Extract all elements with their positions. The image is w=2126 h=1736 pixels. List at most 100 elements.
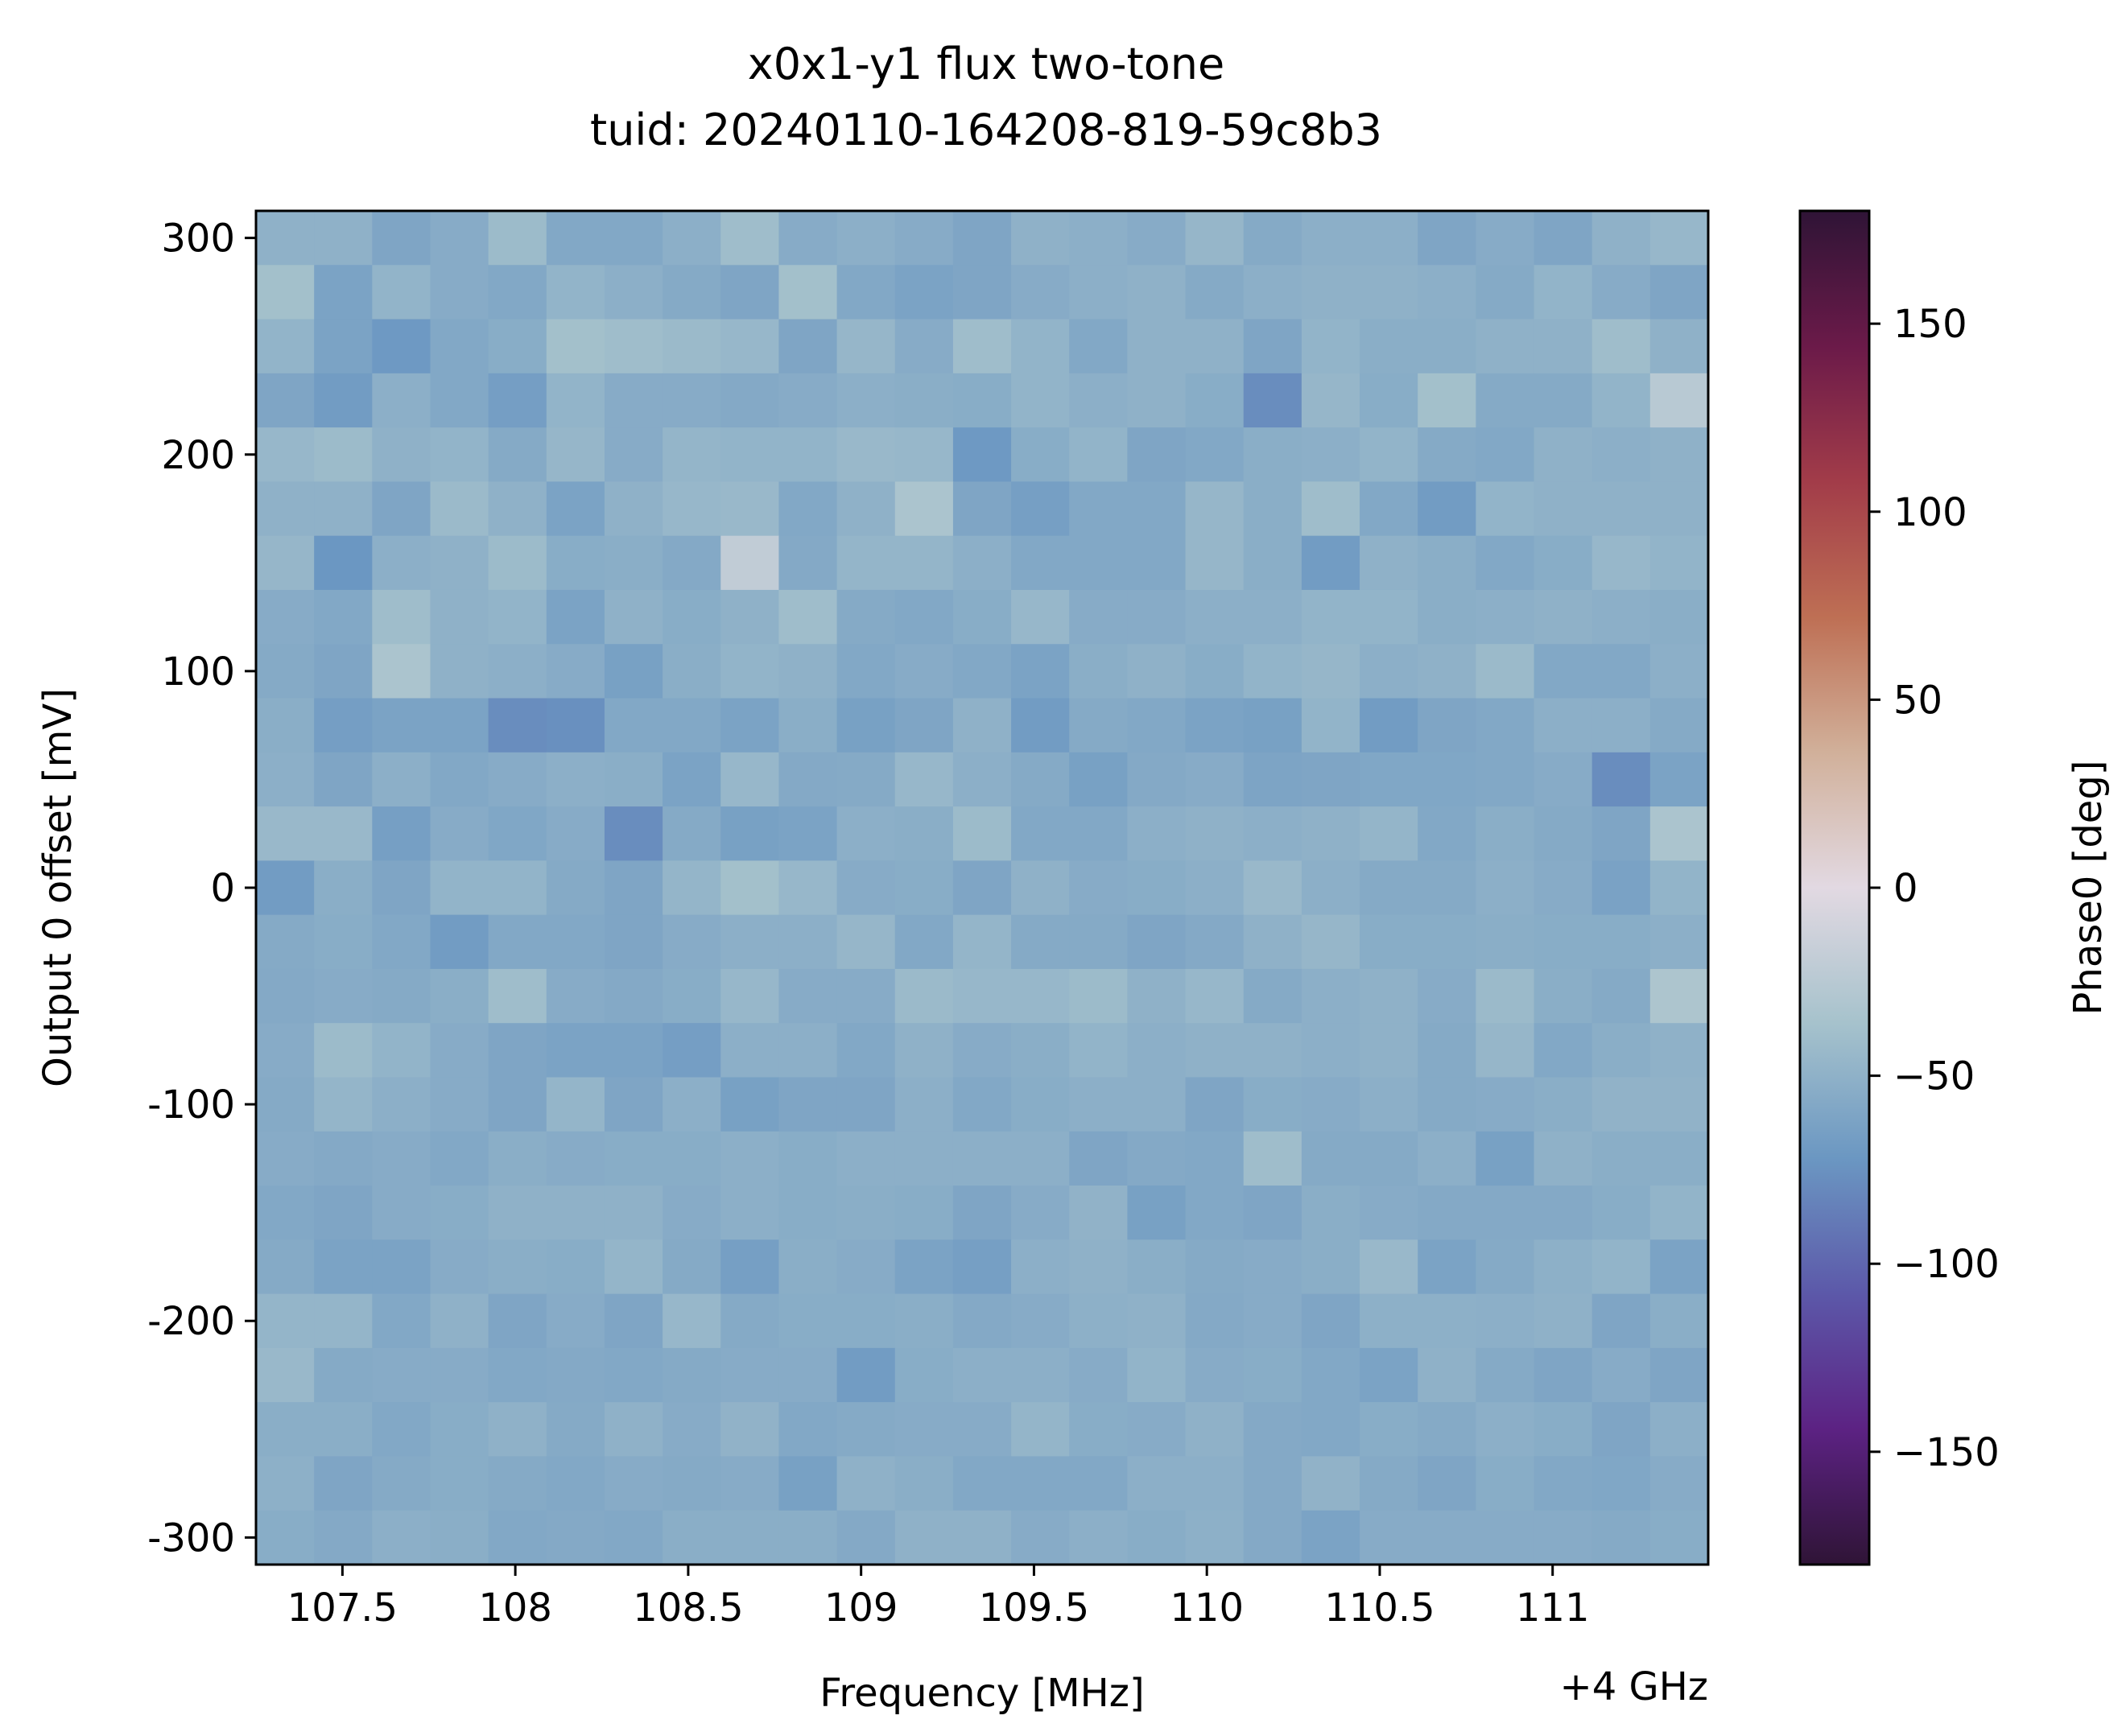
heatmap-cell [256,211,315,266]
heatmap-cell [1534,535,1593,591]
heatmap-cell [1534,698,1593,753]
heatmap-cell [1185,535,1245,591]
x-axis-label: Frequency [MHz] [819,1671,1144,1716]
heatmap-cell [952,698,1012,753]
heatmap-cell [1301,806,1360,861]
heatmap-cell [1011,1186,1070,1240]
heatmap-cell [1649,1023,1709,1078]
heatmap-cell [1418,265,1476,320]
heatmap-cell [663,373,721,428]
heatmap-cell [778,265,838,320]
heatmap-cell [1243,1347,1302,1403]
heatmap-cell [836,589,896,645]
heatmap-cell [894,1186,954,1240]
heatmap-cell [1069,752,1128,807]
heatmap-cell [1360,1293,1418,1349]
x-axis-offset-label: +4 GHz [1560,1664,1709,1709]
heatmap-cell [1418,1186,1476,1240]
heatmap-cell [1591,1293,1651,1349]
heatmap-cell [952,1456,1012,1511]
heatmap-cell [1591,1077,1651,1132]
heatmap-cell [372,914,431,970]
heatmap-cell [604,427,663,482]
heatmap-cell [952,211,1012,266]
heatmap-cell [720,752,780,807]
heatmap-cell [604,806,663,861]
heatmap-cell [1534,1023,1593,1078]
heatmap-cell [256,427,315,482]
heatmap-cell [314,1510,373,1565]
heatmap-cell [1127,698,1187,753]
chart-title: x0x1-y1 flux two-tone [748,39,1225,89]
heatmap-cell [720,211,780,266]
heatmap-cell [1185,265,1245,320]
heatmap-cell [1591,644,1651,699]
heatmap-cell [1591,806,1651,861]
heatmap-cell [1069,1131,1128,1186]
heatmap-cell [778,319,838,374]
heatmap-cell [1069,427,1128,482]
heatmap-cell [894,211,954,266]
heatmap-cell [1185,1402,1245,1458]
heatmap-cell [256,319,315,374]
heatmap-cell [314,1186,373,1240]
heatmap-cell [372,535,431,591]
heatmap-cell [778,1510,838,1565]
heatmap-cell [1418,1293,1476,1349]
heatmap-cell [720,427,780,482]
heatmap-cell [1591,481,1651,537]
heatmap-cell [1591,1023,1651,1078]
heatmap-cell [1069,698,1128,753]
heatmap-cell [430,481,489,537]
heatmap-cell [1360,1402,1418,1458]
heatmap-cell [836,1239,896,1295]
heatmap-cell [836,1186,896,1240]
heatmap-cell [372,1456,431,1511]
heatmap-cell [1649,481,1709,537]
x-tick-label: 110 [1170,1585,1244,1631]
heatmap-cell [663,1023,721,1078]
heatmap-cell [1418,806,1476,861]
heatmap-cell [1360,1510,1418,1565]
heatmap-cell [1476,1456,1535,1511]
heatmap-cell [488,589,547,645]
heatmap-cell [546,806,605,861]
heatmap-cell [894,806,954,861]
heatmap-cell [604,644,663,699]
heatmap-cell [778,752,838,807]
heatmap-cell [894,1239,954,1295]
heatmap-cell [488,1456,547,1511]
heatmap-cell [1011,914,1070,970]
heatmap-cell [720,1510,780,1565]
heatmap-cell [778,481,838,537]
heatmap-cell [256,1023,315,1078]
heatmap-cell [546,644,605,699]
heatmap-cell [546,914,605,970]
heatmap-cell [952,968,1012,1024]
x-tick-label: 108.5 [633,1585,743,1631]
heatmap-cell [1591,1131,1651,1186]
heatmap-cell [1534,1186,1593,1240]
heatmap-cell [1127,1293,1187,1349]
heatmap-cell [1476,265,1535,320]
heatmap-cell [1185,1239,1245,1295]
heatmap-cell [1534,373,1593,428]
heatmap-cell [836,427,896,482]
heatmap-cell [1360,968,1418,1024]
heatmap-cell [1534,1402,1593,1458]
heatmap-cell [1301,1293,1360,1349]
heatmap-cell [1301,1186,1360,1240]
x-tick-label: 109 [824,1585,898,1631]
heatmap-cell [1418,1402,1476,1458]
heatmap-cell [663,644,721,699]
heatmap-cell [604,1402,663,1458]
heatmap-cell [778,427,838,482]
heatmap-cell [720,968,780,1024]
heatmap-cell [1591,265,1651,320]
colorbar-label: Phase0 [deg] [2066,760,2111,1015]
heatmap-cell [314,1456,373,1511]
heatmap-cell [488,968,547,1024]
heatmap-cell [1476,535,1535,591]
heatmap-cell [663,481,721,537]
